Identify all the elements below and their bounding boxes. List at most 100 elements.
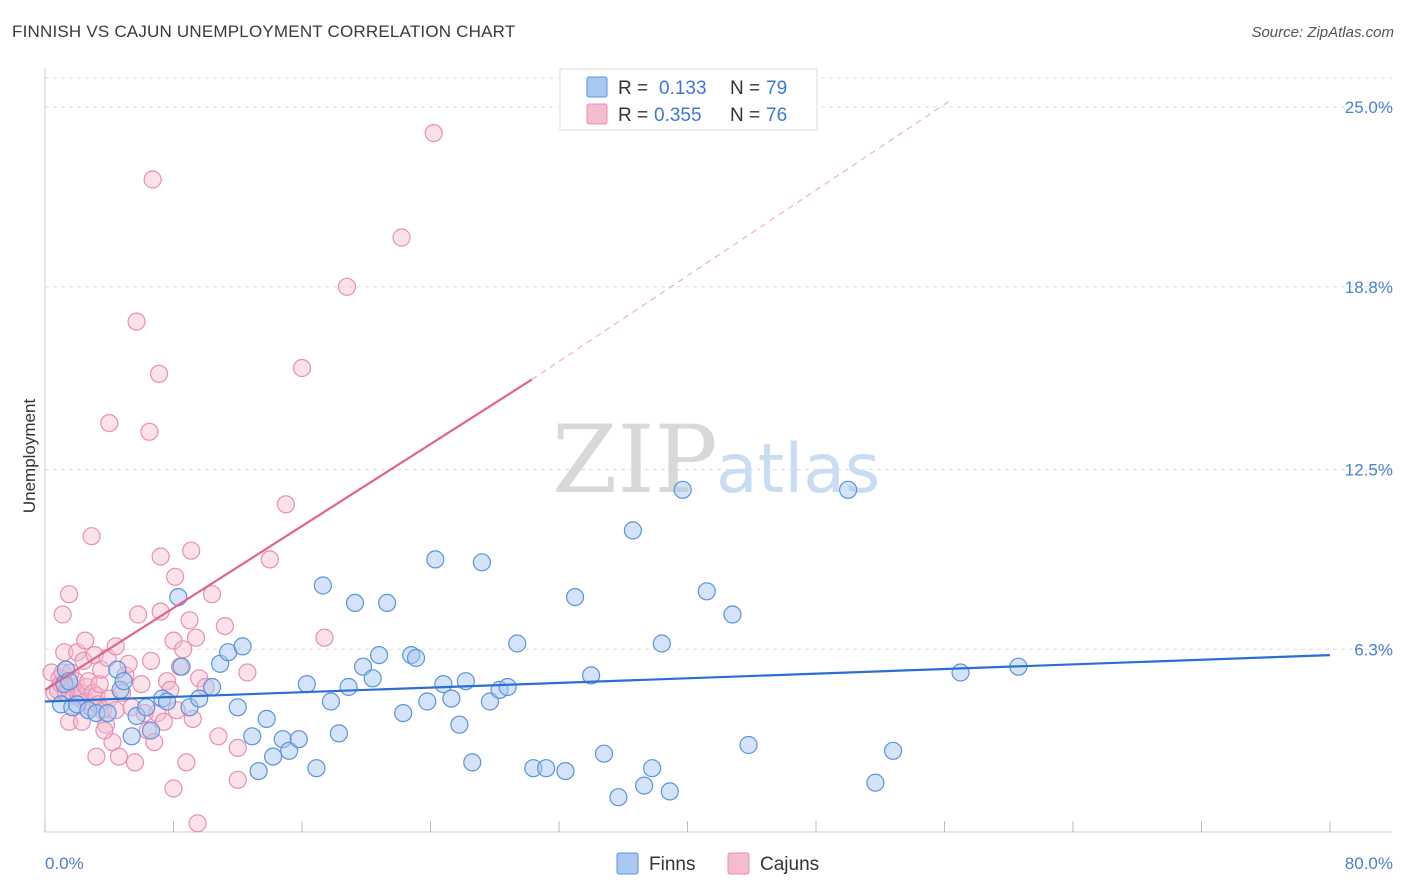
cajuns-point xyxy=(228,738,247,758)
cajuns-point xyxy=(151,547,170,566)
finns-point xyxy=(137,698,156,717)
finns-point xyxy=(643,759,662,778)
finns-point xyxy=(418,692,437,711)
bottom-legend-cajuns-swatch xyxy=(727,852,750,875)
watermark: ZIP atlas xyxy=(552,406,880,515)
cajuns-points xyxy=(42,124,443,833)
finns-point xyxy=(463,753,482,772)
legend-finns-swatch xyxy=(586,76,608,98)
legend-cajuns-n-value: 76 xyxy=(766,105,787,126)
legend-box: R = 0.133 N = 79 R = 0.355 N = 76 xyxy=(559,68,818,131)
chart-title: FINNISH VS CAJUN UNEMPLOYMENT CORRELATIO… xyxy=(12,22,516,41)
cajuns-point xyxy=(141,651,161,671)
cajuns-point xyxy=(125,753,145,772)
finns-point xyxy=(321,692,341,711)
cajuns-point xyxy=(143,170,162,189)
finns-point xyxy=(307,759,326,778)
watermark-zip: ZIP xyxy=(552,406,718,515)
finns-point xyxy=(329,724,349,743)
finns-point xyxy=(169,587,188,607)
bottom-legend-finns-label: Finns xyxy=(649,854,695,875)
cajuns-trend-line xyxy=(44,378,533,691)
cajuns-point xyxy=(180,611,199,630)
legend-finns-n-value: 79 xyxy=(766,78,787,99)
finns-points xyxy=(51,480,1028,807)
y-tick-label: 25.0% xyxy=(1345,98,1393,117)
cajuns-trend-extension xyxy=(531,100,950,381)
finns-point xyxy=(594,744,614,763)
cajuns-point xyxy=(100,414,119,433)
y-tick-label: 18.8% xyxy=(1345,278,1393,297)
cajuns-point xyxy=(276,495,296,514)
finns-point xyxy=(498,677,517,697)
cajuns-point xyxy=(260,550,279,569)
finns-point xyxy=(839,480,858,499)
finns-point xyxy=(635,776,654,795)
finns-point xyxy=(370,645,389,665)
cajuns-point xyxy=(188,814,207,833)
finns-point xyxy=(472,553,491,572)
finns-point xyxy=(363,669,382,688)
cajuns-point xyxy=(109,747,128,766)
finns-point xyxy=(122,727,141,746)
finns-point xyxy=(378,593,397,613)
legend-cajuns-r-value: 0.355 xyxy=(654,105,702,126)
finns-point xyxy=(228,698,247,717)
source-credit: Source: ZipAtlas.com xyxy=(1251,24,1394,41)
cajuns-point xyxy=(79,672,98,691)
finns-point xyxy=(582,666,601,685)
finns-point xyxy=(297,674,316,694)
bottom-legend-finns-swatch xyxy=(616,852,639,875)
y-axis-label: Unemployment xyxy=(20,399,39,514)
finns-point xyxy=(114,672,133,691)
cajuns-point xyxy=(177,753,196,772)
x-tick-label-min: 0.0% xyxy=(45,854,84,873)
finns-point xyxy=(202,677,222,697)
trend-lines xyxy=(44,100,1331,703)
cajuns-point xyxy=(76,631,95,650)
cajuns-point xyxy=(149,364,169,383)
legend-finns-r-value: 0.133 xyxy=(659,78,707,99)
cajuns-point xyxy=(90,674,109,694)
cajuns-point xyxy=(392,228,411,247)
finns-point xyxy=(565,587,585,607)
y-tick-label: 6.3% xyxy=(1354,640,1393,659)
finns-point xyxy=(480,692,500,711)
cajuns-point xyxy=(215,616,234,636)
cajuns-point xyxy=(53,605,72,624)
cajuns-point xyxy=(238,663,257,682)
watermark-atlas: atlas xyxy=(716,430,880,509)
finns-point xyxy=(190,689,209,708)
legend-cajuns-n-label: N = xyxy=(730,105,760,126)
x-tick-label-max: 80.0% xyxy=(1345,854,1393,873)
finns-point xyxy=(263,747,283,766)
finns-trend-line xyxy=(44,654,1331,703)
finns-point xyxy=(866,773,885,792)
finns-point xyxy=(243,727,262,746)
finns-point xyxy=(406,648,426,668)
finns-point xyxy=(556,761,575,781)
cajuns-point xyxy=(202,585,222,604)
cajuns-point xyxy=(164,779,183,798)
finns-point xyxy=(313,576,332,595)
finns-point xyxy=(339,677,358,697)
cajuns-point xyxy=(95,721,114,740)
cajuns-point xyxy=(132,674,151,694)
cajuns-point xyxy=(186,628,206,647)
finns-point xyxy=(98,703,117,723)
axes xyxy=(44,68,1392,833)
cajuns-point xyxy=(140,422,159,441)
finns-point xyxy=(609,788,628,807)
finns-point xyxy=(883,741,903,760)
legend-finns-n-label: N = xyxy=(730,78,760,99)
legend-cajuns-r-label: R = xyxy=(618,105,648,126)
cajuns-point xyxy=(154,712,173,731)
finns-point xyxy=(537,759,556,778)
finns-point xyxy=(426,550,445,569)
cajuns-point xyxy=(59,585,79,604)
finns-point xyxy=(141,721,161,740)
finns-point xyxy=(394,703,413,723)
finns-point xyxy=(623,521,642,540)
cajuns-point xyxy=(166,567,185,586)
